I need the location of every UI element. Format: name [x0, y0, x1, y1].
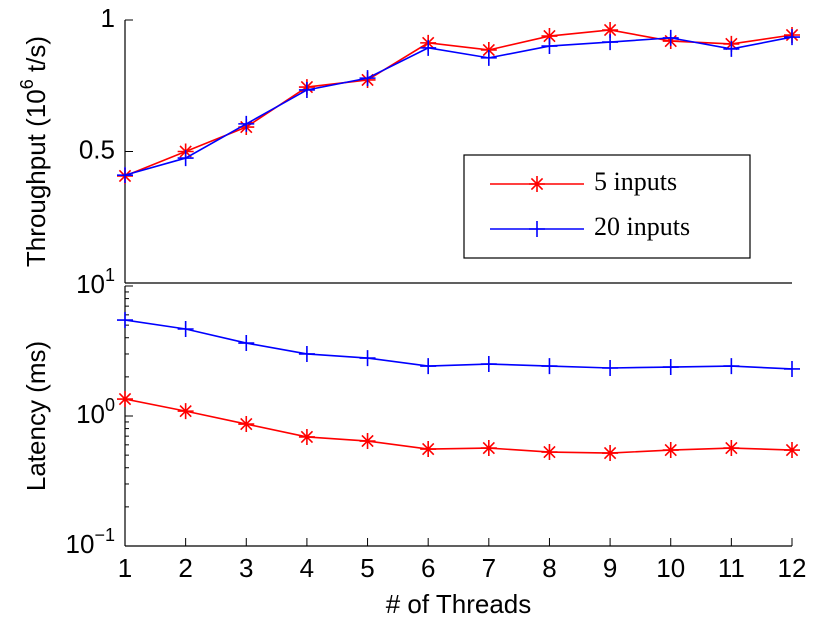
marker — [480, 356, 497, 373]
marker — [602, 21, 619, 38]
marker — [359, 350, 376, 367]
marker — [117, 391, 133, 408]
x-tick-label: 6 — [421, 553, 435, 583]
y-tick-label: 0.5 — [79, 134, 115, 164]
marker — [177, 320, 194, 337]
marker — [298, 428, 315, 445]
x-tick-label: 8 — [542, 553, 556, 583]
marker — [480, 49, 497, 66]
legend-label: 20 inputs — [594, 212, 690, 241]
marker — [420, 441, 437, 458]
series-line — [124, 398, 793, 454]
marker — [602, 34, 619, 51]
marker — [359, 433, 376, 450]
y-tick-label: 10−1 — [66, 525, 115, 559]
x-tick-label: 11 — [718, 553, 745, 583]
y-tick-label: 101 — [76, 265, 115, 299]
marker — [784, 29, 800, 46]
marker — [662, 359, 679, 376]
marker — [117, 167, 133, 184]
x-axis-label: # of Threads — [386, 589, 532, 619]
marker — [662, 29, 679, 46]
y-axis-label: Throughput (106 t/s) — [17, 36, 51, 267]
legend-label: 5 inputs — [594, 167, 677, 196]
marker — [480, 440, 497, 457]
x-tick-label: 7 — [482, 553, 496, 583]
marker — [541, 38, 558, 55]
marker — [723, 440, 740, 457]
x-tick-label: 9 — [603, 553, 617, 583]
marker — [298, 345, 315, 362]
x-tick-label: 4 — [300, 553, 314, 583]
series-line — [124, 29, 793, 177]
marker — [541, 28, 558, 45]
x-tick-label: 12 — [778, 553, 807, 583]
x-tick-label: 10 — [656, 553, 685, 583]
series-line — [124, 319, 793, 370]
marker — [541, 358, 558, 375]
marker — [723, 358, 740, 375]
marker — [238, 115, 255, 132]
x-tick-label: 1 — [118, 553, 132, 583]
x-tick-label: 2 — [178, 553, 192, 583]
x-tick-label: 3 — [239, 553, 253, 583]
y-axis-label: Latency (ms) — [21, 341, 51, 491]
marker — [723, 40, 740, 57]
marker — [602, 360, 619, 377]
marker — [784, 442, 800, 459]
marker — [784, 360, 800, 377]
marker — [359, 70, 376, 87]
x-tick-label: 5 — [360, 553, 374, 583]
marker — [602, 445, 619, 462]
marker — [420, 39, 437, 56]
marker — [529, 176, 545, 192]
marker — [541, 444, 558, 461]
legend-box — [463, 154, 751, 259]
marker — [529, 221, 545, 237]
y-tick-label: 1 — [101, 3, 115, 33]
marker — [177, 403, 194, 420]
marker — [662, 442, 679, 459]
marker — [298, 81, 315, 98]
marker — [238, 335, 255, 352]
marker — [117, 312, 133, 329]
series-line — [124, 36, 793, 176]
y-tick-label: 100 — [76, 395, 115, 429]
marker — [420, 358, 437, 375]
marker — [177, 150, 194, 167]
marker — [238, 416, 255, 433]
